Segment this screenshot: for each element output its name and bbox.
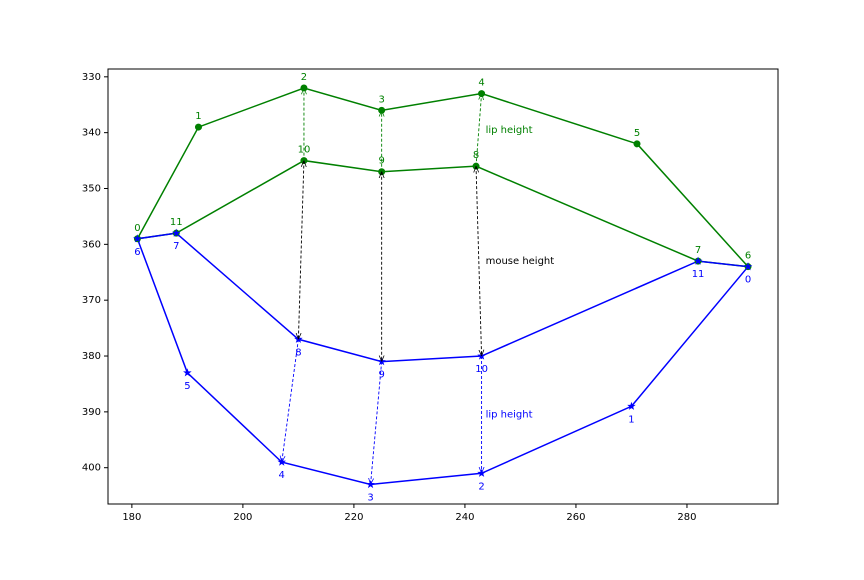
point-label: 1	[195, 111, 201, 122]
x-tick-label: 180	[122, 512, 141, 523]
y-tick-label: 370	[82, 295, 101, 306]
measure-arrow	[282, 339, 299, 462]
measure-label: mouse height	[486, 256, 555, 267]
y-tick-label: 400	[82, 463, 101, 474]
point-label: 8	[295, 347, 301, 358]
point-label: 7	[695, 245, 701, 256]
point-label: 3	[378, 94, 384, 105]
point-label: 6	[134, 247, 140, 258]
series-line	[136, 232, 750, 486]
measure-label: lip height	[486, 125, 533, 136]
point-label: 4	[279, 470, 285, 481]
measure-arrow	[475, 94, 482, 167]
x-tick-label: 240	[455, 512, 474, 523]
y-tick-label: 330	[82, 72, 101, 83]
point	[133, 234, 142, 243]
point	[627, 401, 636, 410]
point	[194, 123, 202, 131]
point-label: 5	[184, 381, 190, 392]
point-label: 8	[473, 150, 479, 161]
point-label: 10	[475, 364, 488, 375]
point-label: 11	[170, 217, 183, 228]
y-tick-label: 360	[82, 239, 101, 250]
point-label: 5	[634, 128, 640, 139]
measure-arrow	[298, 161, 304, 340]
point-label: 0	[134, 223, 140, 234]
point-label: 11	[692, 269, 705, 280]
y-tick-label: 350	[82, 183, 101, 194]
y-tick-label: 390	[82, 407, 101, 418]
measure-arrow	[476, 166, 482, 356]
point-label: 9	[378, 370, 384, 381]
point-label: 2	[301, 72, 307, 83]
x-tick-label: 260	[566, 512, 585, 523]
point-label: 2	[478, 481, 484, 492]
point	[633, 140, 641, 148]
x-tick-label: 280	[677, 512, 696, 523]
point-label: 4	[478, 78, 484, 89]
measure-label: lip height	[486, 410, 533, 421]
point	[693, 256, 703, 265]
x-tick-label: 220	[344, 512, 363, 523]
y-tick-label: 380	[82, 351, 101, 362]
point-label: 3	[367, 492, 373, 503]
series-line	[136, 87, 750, 268]
measure-arrow	[371, 361, 383, 485]
point-label: 1	[628, 414, 634, 425]
point-label: 6	[745, 251, 751, 262]
plot-frame	[107, 68, 779, 505]
point	[172, 228, 181, 237]
point	[183, 368, 192, 377]
point-label: 7	[173, 241, 179, 252]
y-tick-label: 340	[82, 128, 101, 139]
point	[743, 262, 753, 271]
point-label: 0	[745, 275, 751, 286]
x-tick-label: 200	[233, 512, 252, 523]
